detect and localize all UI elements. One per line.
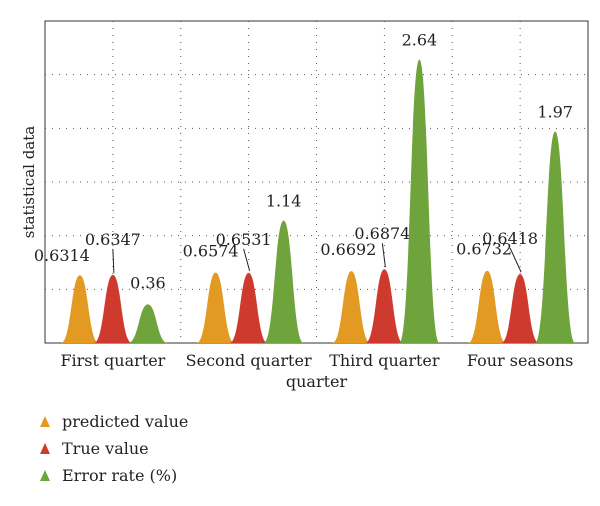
x-tick-label: Third quarter: [329, 351, 440, 370]
peak-predicted-value: [332, 271, 371, 343]
legend-item-predicted-value: predicted value: [40, 408, 188, 435]
label-leader: [381, 243, 386, 268]
legend: predicted value True value Error rate (%…: [40, 408, 188, 489]
legend-swatch-predicted-value: [40, 416, 50, 427]
legend-item-error-rate: Error rate (%): [40, 462, 188, 489]
x-tick-label: First quarter: [60, 351, 165, 370]
x-axis-label: quarter: [286, 372, 348, 391]
label-leader: [509, 247, 522, 273]
peak-error-rate-: [263, 220, 304, 343]
peak-error-rate-: [127, 304, 168, 343]
data-label: 0.6418: [482, 229, 538, 248]
peak-true-value: [501, 274, 540, 343]
peak-error-rate-: [535, 131, 576, 343]
legend-item-true-value: True value: [40, 435, 188, 462]
data-label: 2.64: [402, 31, 438, 50]
data-label: 0.6692: [320, 240, 376, 259]
legend-swatch-true-value: [40, 443, 50, 454]
peak-true-value: [229, 272, 268, 343]
peak-predicted-value: [468, 270, 507, 343]
peak-true-value: [93, 274, 132, 343]
legend-label-error-rate: Error rate (%): [62, 466, 178, 485]
peak-predicted-value: [196, 272, 235, 343]
y-axis-label: statistical data: [20, 126, 38, 238]
data-label: 0.6347: [85, 230, 141, 249]
data-label: 0.6874: [354, 224, 410, 243]
x-tick-label: Second quarter: [186, 351, 312, 370]
data-label: 0.6574: [183, 241, 239, 260]
data-label: 1.97: [537, 103, 573, 122]
peak-error-rate-: [399, 59, 440, 343]
label-leader: [112, 248, 115, 273]
legend-label-predicted-value: predicted value: [62, 412, 189, 431]
peak-true-value: [365, 269, 404, 343]
label-leader: [243, 248, 251, 272]
x-tick-label: Four seasons: [467, 351, 573, 370]
peak-predicted-value: [60, 275, 99, 343]
legend-swatch-error-rate: [40, 470, 50, 481]
data-label: 0.6732: [456, 240, 512, 259]
data-label: 0.6531: [216, 230, 272, 249]
data-label: 0.36: [130, 273, 166, 292]
data-label: 1.14: [266, 192, 302, 211]
legend-label-true-value: True value: [62, 439, 149, 458]
data-label: 0.6314: [34, 246, 90, 265]
